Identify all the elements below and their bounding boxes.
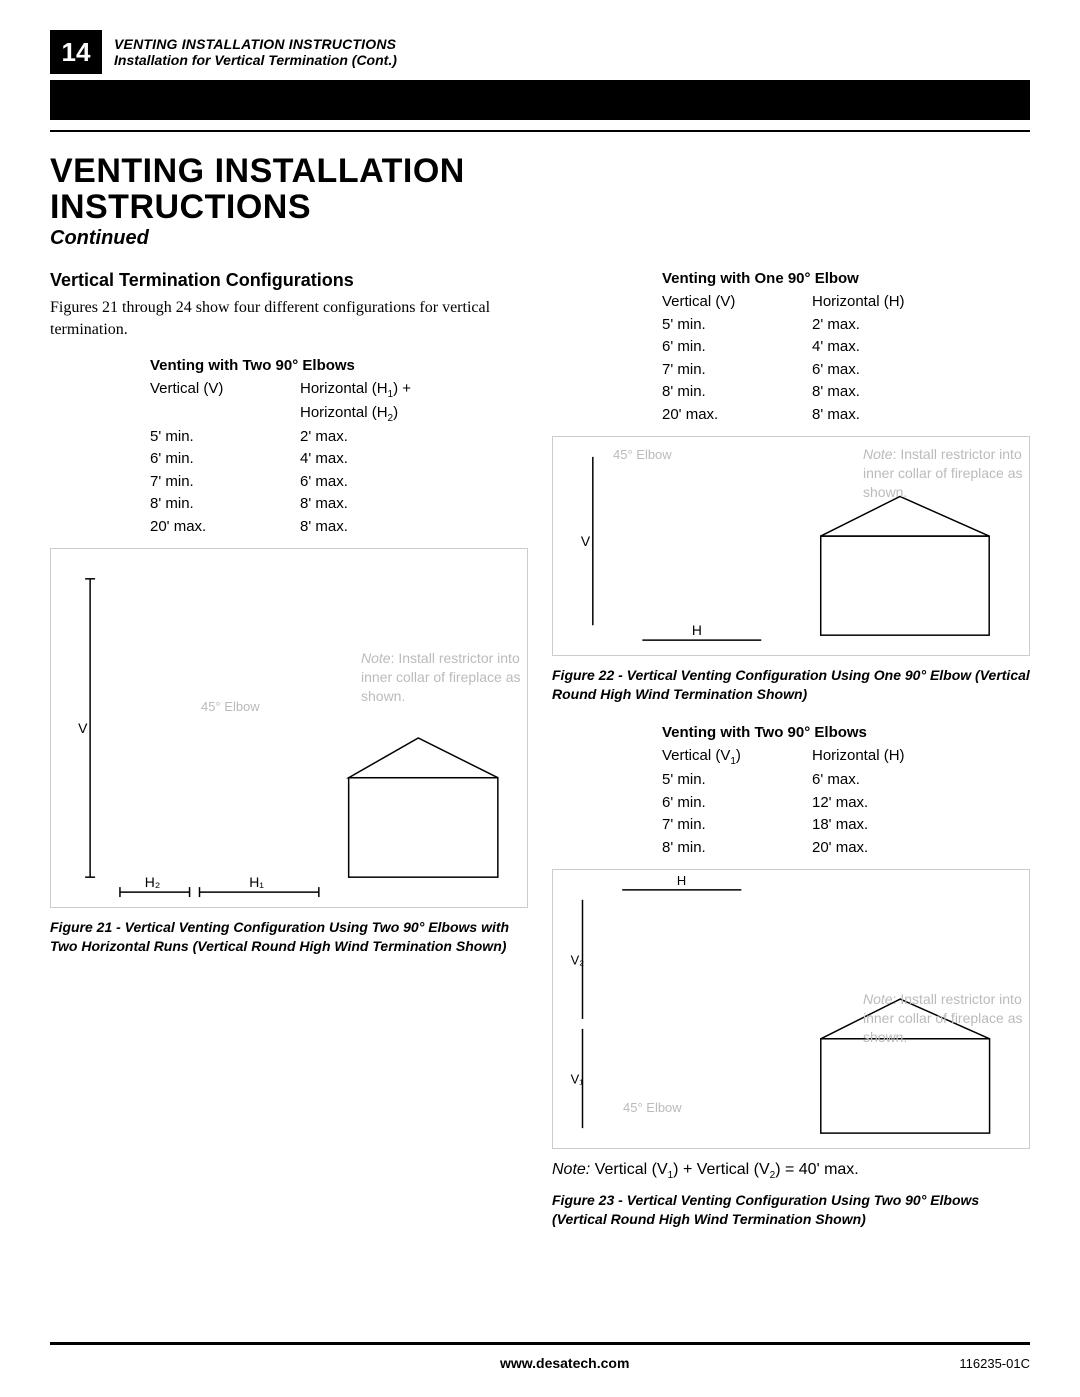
table-cell: 5' min. bbox=[662, 314, 812, 337]
fig23-vert-head: Vertical (V1) bbox=[662, 745, 812, 769]
fig23-spec: Vertical (V1) Horizontal (H) 5' min.6' m… bbox=[662, 745, 1030, 859]
left-column: Vertical Termination Configurations Figu… bbox=[50, 270, 528, 1229]
footer: www.desatech.com 116235-01C bbox=[50, 1355, 1030, 1371]
svg-text:H₁: H₁ bbox=[249, 874, 264, 890]
fig22-note-prefix: Note bbox=[863, 446, 893, 462]
table-cell: 7' min. bbox=[150, 471, 300, 494]
fig22-spec: Vertical (V) Horizontal (H) 5' min.2' ma… bbox=[662, 291, 1030, 426]
table-cell: 6' max. bbox=[812, 769, 1012, 792]
table-cell: 2' max. bbox=[300, 426, 500, 449]
fig23-maxnote: Note: Vertical (V1) + Vertical (V2) = 40… bbox=[552, 1161, 1030, 1181]
table-cell: 12' max. bbox=[812, 792, 1012, 815]
fig21-elbow-label: 45° Elbow bbox=[201, 699, 260, 714]
fig22-note: Note: Install restrictor into inner coll… bbox=[863, 446, 1023, 500]
fig23-title: Venting with Two 90° Elbows bbox=[662, 724, 1030, 741]
fig23-maxnote-t1: Vertical (V bbox=[590, 1161, 667, 1178]
fig23-elbow-label: 45° Elbow bbox=[623, 1100, 682, 1115]
table-cell: 20' max. bbox=[150, 516, 300, 539]
fig21-svg: V H₁ H₂ bbox=[51, 549, 527, 907]
fig23-diagram: V₂ V₁ H 45° Elbow Note: Install restrict… bbox=[552, 869, 1030, 1149]
table-cell: 8' min. bbox=[662, 381, 812, 404]
footer-doc: 116235-01C bbox=[959, 1356, 1030, 1371]
fig21-caption: Figure 21 - Vertical Venting Configurati… bbox=[50, 918, 528, 956]
header-text: VENTING INSTALLATION INSTRUCTIONS Instal… bbox=[102, 30, 397, 74]
title-line2: INSTRUCTIONS bbox=[50, 188, 311, 226]
title-line1: VENTING INSTALLATION bbox=[50, 152, 465, 190]
table-cell: 6' min. bbox=[662, 792, 812, 815]
svg-text:V₁: V₁ bbox=[571, 1072, 585, 1087]
table-cell: 8' max. bbox=[300, 493, 500, 516]
fig22-horiz-head: Horizontal (H) bbox=[812, 291, 1012, 314]
svg-text:V: V bbox=[581, 533, 591, 549]
fig21-note-prefix: Note bbox=[361, 650, 391, 666]
table-cell: 20' max. bbox=[812, 837, 1012, 860]
fig22-diagram: V H 45° Elbow Note: Install restrictor i… bbox=[552, 436, 1030, 656]
fig23-caption: Figure 23 - Vertical Venting Configurati… bbox=[552, 1191, 1030, 1229]
main-title: VENTING INSTALLATION INSTRUCTIONS bbox=[50, 154, 1030, 225]
continued-label: Continued bbox=[50, 227, 1030, 250]
fig23-note-prefix: Note bbox=[863, 991, 893, 1007]
intro-paragraph: Figures 21 through 24 show four differen… bbox=[50, 297, 528, 340]
fig21-note: Note: Install restrictor into inner coll… bbox=[361, 650, 521, 704]
table-cell: 8' max. bbox=[812, 381, 1012, 404]
table-cell: 8' max. bbox=[812, 404, 1012, 427]
fig21-h2-end: ) bbox=[393, 404, 398, 421]
table-cell: 20' max. bbox=[662, 404, 812, 427]
svg-text:V₂: V₂ bbox=[571, 952, 585, 967]
fig21-h1-end: ) + bbox=[393, 380, 411, 397]
fig22-vert-head: Vertical (V) bbox=[662, 291, 812, 314]
footer-rule bbox=[50, 1342, 1030, 1345]
table-cell: 7' min. bbox=[662, 814, 812, 837]
fig21-diagram: V H₁ H₂ 45° Elbow Note: I bbox=[50, 548, 528, 908]
header-line2: Installation for Vertical Termination (C… bbox=[114, 52, 397, 68]
fig23-maxnote-prefix: Note: bbox=[552, 1161, 590, 1178]
right-column: Venting with One 90° Elbow Vertical (V) … bbox=[552, 270, 1030, 1229]
header-line1: VENTING INSTALLATION INSTRUCTIONS bbox=[114, 36, 397, 52]
table-cell: 5' min. bbox=[150, 426, 300, 449]
table-cell: 6' max. bbox=[812, 359, 1012, 382]
fig21-title: Venting with Two 90° Elbows bbox=[150, 357, 528, 374]
fig21-horiz-head: Horizontal (H1) + Horizontal (H2) bbox=[300, 378, 500, 426]
table-cell: 18' max. bbox=[812, 814, 1012, 837]
fig23-v-label: Vertical (V bbox=[662, 747, 730, 764]
table-cell: 4' max. bbox=[300, 448, 500, 471]
table-cell: 6' max. bbox=[300, 471, 500, 494]
table-cell: 8' min. bbox=[662, 837, 812, 860]
fig23-v-end: ) bbox=[736, 747, 741, 764]
svg-text:H: H bbox=[692, 623, 702, 639]
table-cell: 8' max. bbox=[300, 516, 500, 539]
fig23-note: Note: Install restrictor into inner coll… bbox=[863, 991, 1023, 1045]
fig22-elbow-label: 45° Elbow bbox=[613, 447, 672, 462]
svg-text:H: H bbox=[677, 873, 686, 888]
table-cell: 8' min. bbox=[150, 493, 300, 516]
fig23-horiz-head: Horizontal (H) bbox=[812, 745, 1012, 769]
fig21-h2-label: Horizontal (H bbox=[300, 404, 388, 421]
svg-text:H₂: H₂ bbox=[145, 874, 160, 890]
fig21-spec: Vertical (V) Horizontal (H1) + Horizonta… bbox=[150, 378, 528, 539]
table-cell: 2' max. bbox=[812, 314, 1012, 337]
svg-text:V: V bbox=[78, 720, 88, 736]
footer-url: www.desatech.com bbox=[500, 1355, 629, 1371]
page-number: 14 bbox=[50, 30, 102, 74]
header-rule bbox=[50, 130, 1030, 132]
page-header: 14 VENTING INSTALLATION INSTRUCTIONS Ins… bbox=[50, 30, 1030, 74]
table-cell: 7' min. bbox=[662, 359, 812, 382]
table-cell: 4' max. bbox=[812, 336, 1012, 359]
table-cell: 5' min. bbox=[662, 769, 812, 792]
subhead-vertical-term: Vertical Termination Configurations bbox=[50, 270, 528, 291]
fig21-vert-head: Vertical (V) bbox=[150, 378, 300, 426]
table-cell: 6' min. bbox=[150, 448, 300, 471]
fig22-title: Venting with One 90° Elbow bbox=[662, 270, 1030, 287]
fig23-maxnote-t2: ) + Vertical (V bbox=[673, 1161, 769, 1178]
fig22-caption: Figure 22 - Vertical Venting Configurati… bbox=[552, 666, 1030, 704]
header-black-bar bbox=[50, 80, 1030, 120]
fig21-h1-label: Horizontal (H bbox=[300, 380, 388, 397]
fig23-maxnote-t3: ) = 40' max. bbox=[775, 1161, 859, 1178]
table-cell: 6' min. bbox=[662, 336, 812, 359]
